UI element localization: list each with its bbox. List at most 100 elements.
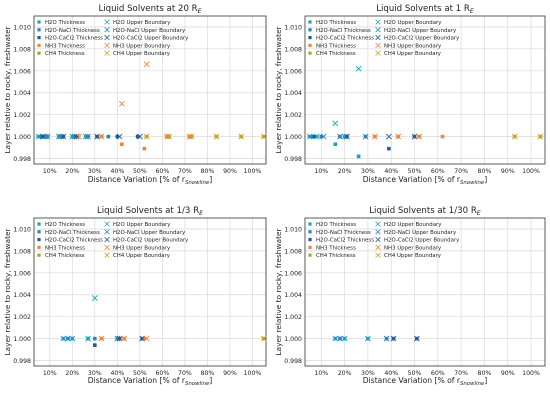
x-tick-label: 60% xyxy=(156,168,170,175)
data-point xyxy=(35,133,42,140)
legend-swatch xyxy=(37,43,41,47)
data-point xyxy=(312,134,317,139)
legend-label: CH4 Upper Boundary xyxy=(384,253,442,259)
data-point xyxy=(116,133,123,140)
legend-label: H2O-NaCl Thickness xyxy=(45,28,100,34)
y-tick-label: 1.004 xyxy=(284,292,302,299)
legend: H2O Thickness H2O-NaCl Thickness H2O-CaCl2… xyxy=(308,221,460,259)
x-tick-label: 90% xyxy=(223,168,237,175)
x-tick-label: 20% xyxy=(65,168,79,175)
data-point xyxy=(383,335,390,342)
legend-swatch xyxy=(37,36,41,40)
data-point xyxy=(341,335,348,342)
legend-swatch xyxy=(375,27,381,33)
series-7 xyxy=(64,335,121,342)
legend-swatch xyxy=(104,221,110,227)
x-tick-label: 10% xyxy=(314,168,328,175)
legend-label: H2O Upper Boundary xyxy=(384,20,442,26)
legend-swatch xyxy=(308,253,312,257)
y-tick-label: 1.002 xyxy=(13,112,31,119)
data-point xyxy=(390,335,397,342)
y-tick-label: 1.010 xyxy=(13,226,31,233)
y-tick-label: 1.008 xyxy=(13,248,31,255)
legend-label: NH3 Thickness xyxy=(45,245,85,251)
legend-swatch xyxy=(308,20,312,24)
x-tick-label: 80% xyxy=(201,370,215,377)
x-axis-label: Distance Variation [% of rSnowline] xyxy=(88,175,212,186)
legend-swatch xyxy=(375,42,381,49)
legend-label: NH3 Thickness xyxy=(45,43,85,49)
y-tick-label: 1.000 xyxy=(13,134,31,141)
data-point xyxy=(139,335,146,342)
x-tick-label: 50% xyxy=(133,370,147,377)
data-point xyxy=(143,61,150,68)
y-tick-label: 1.008 xyxy=(284,46,302,53)
y-tick-label: 1.002 xyxy=(284,112,302,119)
data-point xyxy=(416,133,423,140)
legend-label: H2O-CaCl2 Thickness xyxy=(45,36,103,42)
x-tick-label: 60% xyxy=(431,370,445,377)
legend-swatch xyxy=(37,245,41,249)
y-tick-label: 1.004 xyxy=(13,292,31,299)
series-7 xyxy=(320,133,369,140)
y-tick-label: 1.010 xyxy=(13,24,31,31)
legend-swatch xyxy=(308,28,312,32)
data-point xyxy=(143,133,150,140)
data-point xyxy=(166,133,173,140)
legend-label: NH3 Upper Boundary xyxy=(113,245,171,251)
legend-label: H2O-NaCl Upper Boundary xyxy=(113,28,186,34)
series-7 xyxy=(44,133,91,140)
legend-label: H2O Thickness xyxy=(316,20,356,26)
y-axis-label: Layer relative to rocky, freshwater xyxy=(3,227,12,355)
legend-swatch xyxy=(308,238,312,242)
data-point xyxy=(60,335,67,342)
data-point xyxy=(411,133,418,140)
data-point xyxy=(44,133,51,140)
legend-swatch xyxy=(104,236,110,243)
data-point xyxy=(355,65,362,72)
x-axis-label: Distance Variation [% of rSnowline] xyxy=(88,376,212,387)
data-point xyxy=(143,335,150,342)
legend-label: H2O Thickness xyxy=(45,20,85,26)
axes-frame xyxy=(304,15,546,165)
plot-area xyxy=(34,16,266,164)
data-point xyxy=(395,133,402,140)
data-point xyxy=(320,133,327,140)
legend-label: CH4 Upper Boundary xyxy=(113,253,171,259)
data-point xyxy=(385,133,392,140)
series-10 xyxy=(511,133,544,140)
legend-label: CH4 Thickness xyxy=(316,51,356,57)
legend-label: CH4 Upper Boundary xyxy=(384,51,442,57)
legend-label: H2O-CaCl2 Thickness xyxy=(316,238,374,244)
legend-swatch xyxy=(375,229,381,235)
x-tick-label: 40% xyxy=(384,370,398,377)
data-point xyxy=(344,133,350,140)
y-axis-label: Layer relative to rocky, freshwater xyxy=(274,227,283,355)
legend-swatch xyxy=(375,236,381,243)
legend-label: NH3 Upper Boundary xyxy=(113,43,171,49)
y-tick-label: 1.004 xyxy=(284,90,302,97)
legend-swatch xyxy=(104,244,110,251)
data-point xyxy=(98,335,105,342)
data-point xyxy=(387,146,391,151)
x-tick-label: 100% xyxy=(522,168,540,175)
y-tick-label: 1.010 xyxy=(284,24,302,31)
legend-label: H2O-NaCl Thickness xyxy=(316,230,371,236)
data-point xyxy=(356,154,361,159)
legend-label: H2O Upper Boundary xyxy=(113,222,171,228)
x-tick-label: 20% xyxy=(338,168,352,175)
chart-panel-1: 1.010 1.008 1.006 1.004 1.002 1.000 0.998 10% 20… xyxy=(3,4,267,186)
data-point xyxy=(511,133,518,140)
x-tick-label: 50% xyxy=(408,370,422,377)
legend-label: H2O-CaCl2 Upper Boundary xyxy=(113,238,189,244)
data-point xyxy=(362,133,369,140)
x-tick-label: 30% xyxy=(88,370,102,377)
chart-title: Liquid Solvents at 1 RE xyxy=(376,4,474,15)
data-point xyxy=(413,335,420,342)
legend-swatch xyxy=(308,230,312,234)
legend-swatch xyxy=(308,36,312,40)
legend: H2O Thickness H2O-NaCl Thickness H2O-CaCl2… xyxy=(308,19,460,57)
data-point xyxy=(93,343,97,347)
x-tick-label: 70% xyxy=(178,370,192,377)
series-6 xyxy=(35,133,89,140)
